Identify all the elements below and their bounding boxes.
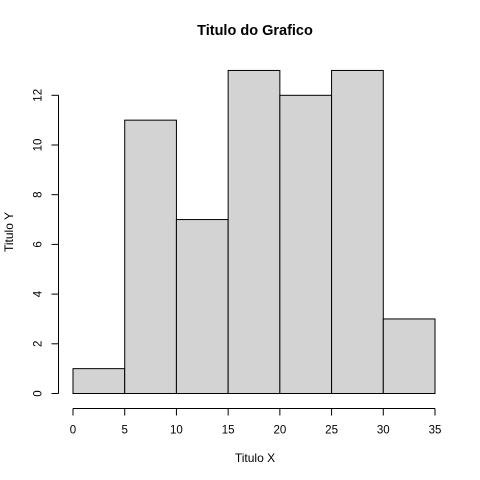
y-tick-label: 4 bbox=[33, 290, 45, 297]
x-tick-label: 5 bbox=[122, 425, 128, 437]
y-tick-label: 2 bbox=[33, 341, 45, 347]
histogram-bar-5 bbox=[279, 94, 333, 395]
x-tick-label: 15 bbox=[222, 425, 235, 437]
histogram-bar-2 bbox=[124, 119, 177, 395]
x-tick-label: 0 bbox=[70, 425, 76, 437]
x-tick-label: 30 bbox=[377, 425, 390, 437]
histogram-bar-7 bbox=[382, 318, 436, 395]
x-axis-label: Titulo X bbox=[235, 451, 275, 465]
y-tick-label: 10 bbox=[33, 139, 45, 152]
x-axis: 0 5 10 15 20 25 30 35 bbox=[70, 408, 442, 437]
bars-group bbox=[72, 69, 436, 395]
y-tick-label: 12 bbox=[33, 89, 45, 102]
x-tick-label: 10 bbox=[170, 425, 183, 437]
x-tick-label: 20 bbox=[273, 425, 286, 437]
x-tick-label: 35 bbox=[429, 425, 442, 437]
histogram-bar-6 bbox=[331, 69, 384, 394]
histogram-bar-1 bbox=[72, 368, 126, 394]
chart-title: Titulo do Grafico bbox=[197, 23, 313, 39]
y-axis-label: Titulo Y bbox=[2, 212, 16, 252]
y-tick-label: 0 bbox=[33, 390, 45, 396]
y-axis: 0 2 4 6 8 10 12 bbox=[33, 89, 59, 397]
y-tick-label: 6 bbox=[33, 241, 45, 247]
histogram-bar-4 bbox=[227, 69, 281, 394]
y-tick-label: 8 bbox=[33, 191, 45, 197]
x-tick-label: 25 bbox=[325, 425, 338, 437]
histogram-bar-3 bbox=[175, 219, 229, 394]
